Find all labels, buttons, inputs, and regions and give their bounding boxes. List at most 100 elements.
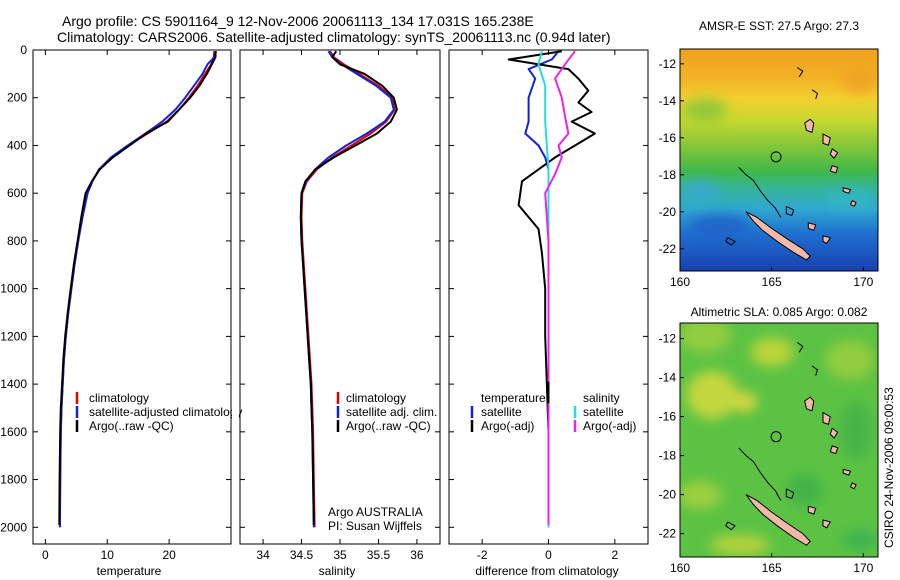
depth-tick-label: 1600 xyxy=(0,425,27,439)
sal-panel-frame xyxy=(239,49,441,545)
sla-map-title: Altimetric SLA: 0.085 Argo: 0.082 xyxy=(691,305,868,319)
sla-island xyxy=(785,488,795,500)
sst-xtick-label: 170 xyxy=(853,275,873,289)
sla-island xyxy=(829,445,839,455)
diff-legend-sal-argo: Argo(-adj) xyxy=(583,419,636,433)
sst-map-axes: 160 165 170 -12 -14 -16 -18 -20 -22 xyxy=(659,57,874,289)
sla-island xyxy=(849,482,857,490)
sst-island xyxy=(738,167,782,218)
diff-series-salinity-argo-adj- xyxy=(544,50,576,525)
sla-island xyxy=(822,519,832,529)
sst-island xyxy=(822,235,832,244)
sla-ytick-label: -18 xyxy=(659,449,677,463)
sla-island xyxy=(738,447,782,501)
temp-xtick-label: 0 xyxy=(42,548,49,562)
sla-map xyxy=(680,323,878,557)
sst-map-title: AMSR-E SST: 27.5 Argo: 27.3 xyxy=(699,19,859,33)
diff-legend-temp-satellite: satellite xyxy=(481,405,522,419)
sla-island xyxy=(842,468,852,476)
sst-xtick-label: 165 xyxy=(762,275,782,289)
temp-xtick-label: 20 xyxy=(162,548,176,562)
sla-xtick-label: 170 xyxy=(853,561,873,575)
sla-island xyxy=(804,396,815,412)
sla-coastline xyxy=(725,342,857,546)
sst-ytick-label: -16 xyxy=(659,131,677,145)
diff-xlabel: difference from climatology xyxy=(475,564,618,578)
sla-ytick-label: -20 xyxy=(659,488,677,502)
sst-ytick-label: -20 xyxy=(659,205,677,219)
diff-series-salinity-satellite xyxy=(537,50,550,528)
sla-xtick-label: 160 xyxy=(670,561,690,575)
sla-ytick-label: -22 xyxy=(659,527,677,541)
depth-tick-label: 1200 xyxy=(0,329,27,343)
sst-coastline xyxy=(725,67,857,261)
temp-legend: climatology satellite-adjusted climatolo… xyxy=(75,391,242,433)
sla-map-frame xyxy=(679,322,879,558)
depth-tick-label: 1400 xyxy=(0,377,27,391)
sal-xlabel: salinity xyxy=(319,564,356,578)
depth-tick-label: 800 xyxy=(7,234,27,248)
sla-island xyxy=(811,365,819,376)
temp-legend-argo: Argo(..raw -QC) xyxy=(89,419,174,433)
sst-ytick-label: -18 xyxy=(659,168,677,182)
diff-xtick-label: 0 xyxy=(545,548,552,562)
temp-series-satellite-adjusted-climatology xyxy=(58,50,218,528)
sla-profile-marker xyxy=(770,431,782,443)
sla-ytick-label: -14 xyxy=(659,371,677,385)
depth-tick-label: 200 xyxy=(7,91,27,105)
temp-panel-frame xyxy=(32,49,232,545)
sst-map xyxy=(680,49,878,271)
sal-legend-satellite: satellite adj. clim. xyxy=(346,405,437,419)
sst-island xyxy=(745,211,811,261)
sal-legend-argo: Argo(..raw -QC) xyxy=(346,419,431,433)
depth-tick-label: 2000 xyxy=(0,520,27,534)
credit-stamp: CSIRO 24-Nov-2006 09:00:53 xyxy=(882,387,896,548)
sal-annotation-2: PI: Susan Wijffels xyxy=(328,519,422,533)
depth-tick-label: 600 xyxy=(7,186,27,200)
sal-legend: climatology satellite adj. clim. Argo(..… xyxy=(336,391,437,433)
sal-legend-climatology: climatology xyxy=(346,391,406,405)
sal-xtick-label: 35.5 xyxy=(367,548,391,562)
sla-island xyxy=(725,521,736,531)
sst-island xyxy=(807,222,817,231)
sst-xtick-label: 160 xyxy=(670,275,690,289)
diff-legend-salinity-head: salinity xyxy=(583,391,620,405)
sst-island xyxy=(804,118,815,133)
sal-axes: 34 34.5 35 35.5 36 xyxy=(240,49,440,562)
depth-tick-label: 1000 xyxy=(0,282,27,296)
sst-island xyxy=(829,148,839,159)
temp-series-climatology xyxy=(58,51,216,528)
sla-map-axes: 160 165 170 -12 -14 -16 -18 -20 -22 xyxy=(659,332,874,575)
sla-island xyxy=(822,411,831,426)
diff-legend-temp-argo: Argo(-adj) xyxy=(481,419,534,433)
sla-ytick-label: -12 xyxy=(659,332,677,346)
temp-xtick-label: 10 xyxy=(101,548,115,562)
sal-xtick-label: 34.5 xyxy=(290,548,314,562)
sst-island xyxy=(842,187,852,194)
title-line-2: Climatology: CARS2006. Satellite-adjuste… xyxy=(57,29,611,45)
sal-series-satellite-adj-clim- xyxy=(299,50,395,528)
title-line-1: Argo profile: CS 5901164_9 12-Nov-2006 2… xyxy=(62,13,534,29)
diff-axes: -2 0 2 xyxy=(449,49,648,562)
depth-tick-label: 0 xyxy=(20,43,27,57)
sla-island xyxy=(797,342,804,353)
temp-axes: 0 10 2002004006008001000120014001600180020… xyxy=(0,43,231,562)
sla-island xyxy=(745,494,811,546)
sal-series-climatology xyxy=(300,50,396,528)
sal-annotation-1: Argo AUSTRALIA xyxy=(328,505,423,519)
diff-series-temperature-argo-adj- xyxy=(507,50,596,525)
diff-legend: temperature satellite Argo(-adj) salinit… xyxy=(470,391,636,433)
sst-island xyxy=(829,164,839,174)
diff-xtick-label: 2 xyxy=(611,548,618,562)
temp-legend-satellite: satellite-adjusted climatology xyxy=(89,405,242,419)
diff-series-temperature-satellite xyxy=(524,50,560,528)
sst-island xyxy=(725,237,736,246)
temp-xlabel: temperature xyxy=(97,564,162,578)
sal-xtick-label: 36 xyxy=(410,548,424,562)
depth-tick-label: 1800 xyxy=(0,473,27,487)
sst-map-frame xyxy=(679,48,879,272)
sst-island xyxy=(849,200,857,207)
sal-xtick-label: 35 xyxy=(333,548,347,562)
sal-xtick-label: 34 xyxy=(256,548,270,562)
